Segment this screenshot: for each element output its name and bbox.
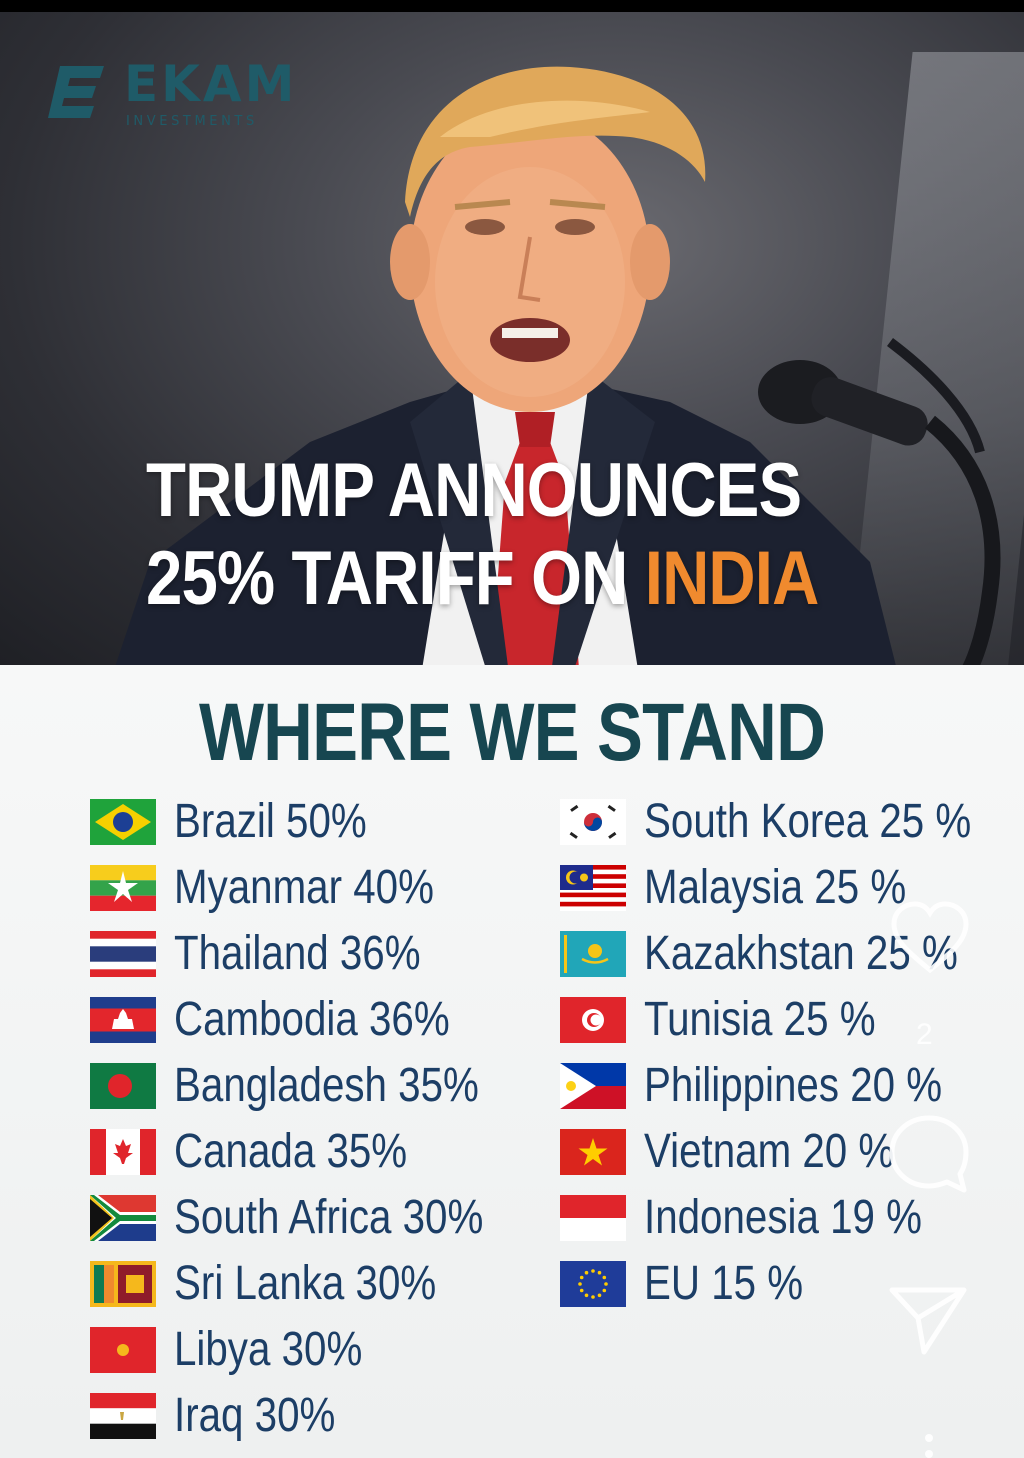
vietnam-flag-icon: [560, 1129, 626, 1175]
microphone-icon: [758, 338, 1001, 665]
south-korea-flag-icon: [560, 799, 626, 845]
list-item: Thailand 36%: [90, 925, 550, 985]
hero-image: EKAM INVESTMENTS TRUMP ANNOUNCES 25% TAR…: [0, 12, 1024, 665]
ekam-logo-icon: [48, 66, 104, 118]
country-label: Thailand 36%: [174, 927, 421, 980]
country-label: Iraq 30%: [174, 1389, 336, 1442]
list-item: Tunisia 25 %: [560, 991, 1020, 1051]
country-label: Philippines 20 %: [644, 1059, 943, 1112]
malaysia-flag-icon: [560, 865, 626, 911]
list-item: Libya 30%: [90, 1321, 550, 1381]
thailand-flag-icon: [90, 931, 156, 977]
headline-accent: INDIA: [644, 536, 819, 621]
brazil-flag-icon: [90, 799, 156, 845]
sri-lanka-flag-icon: [90, 1261, 156, 1307]
bangladesh-flag-icon: [90, 1063, 156, 1109]
tariff-panel: WHERE WE STAND Brazil 50% Myanmar 40% Th…: [0, 665, 1024, 1458]
list-item: Sri Lanka 30%: [90, 1255, 550, 1315]
country-label: Canada 35%: [174, 1125, 408, 1178]
like-heart-icon[interactable]: [888, 900, 972, 976]
list-item: Philippines 20 %: [560, 1057, 1020, 1117]
country-label: Cambodia 36%: [174, 993, 450, 1046]
country-label: Myanmar 40%: [174, 861, 434, 914]
country-label: Sri Lanka 30%: [174, 1257, 437, 1310]
country-label: Indonesia 19 %: [644, 1191, 922, 1244]
headline: TRUMP ANNOUNCES 25% TARIFF ON INDIA: [146, 447, 834, 623]
list-item: Indonesia 19 %: [560, 1189, 1020, 1249]
brand-logo: EKAM INVESTMENTS: [46, 54, 306, 134]
country-label: Kazakhstan 25 %: [644, 927, 958, 980]
top-bar: [0, 0, 1024, 12]
list-item: EU 15 %: [560, 1255, 1020, 1315]
country-label: South Africa 30%: [174, 1191, 484, 1244]
more-options-icon[interactable]: [922, 1430, 936, 1458]
indonesia-flag-icon: [560, 1195, 626, 1241]
country-label: EU 15 %: [644, 1257, 804, 1310]
myanmar-flag-icon: [90, 865, 156, 911]
list-item: Bangladesh 35%: [90, 1057, 550, 1117]
country-label: Libya 30%: [174, 1323, 363, 1376]
list-item: Canada 35%: [90, 1123, 550, 1183]
list-item: Vietnam 20 %: [560, 1123, 1020, 1183]
country-label: Malaysia 25 %: [644, 861, 907, 914]
share-send-icon[interactable]: [886, 1282, 970, 1358]
headline-line1: TRUMP ANNOUNCES: [146, 448, 802, 533]
list-item: Kazakhstan 25 %: [560, 925, 1020, 985]
cambodia-flag-icon: [90, 997, 156, 1043]
country-label: Bangladesh 35%: [174, 1059, 479, 1112]
country-label: Vietnam 20 %: [644, 1125, 895, 1178]
south-africa-flag-icon: [90, 1195, 156, 1241]
eu-flag-icon: [560, 1261, 626, 1307]
list-item: Malaysia 25 %: [560, 859, 1020, 919]
list-item: Myanmar 40%: [90, 859, 550, 919]
speaker-photo: [115, 66, 896, 665]
list-item: Cambodia 36%: [90, 991, 550, 1051]
list-item: Brazil 50%: [90, 793, 550, 853]
brand-subtitle: INVESTMENTS: [126, 114, 258, 129]
headline-line2-prefix: 25% TARIFF ON: [146, 536, 628, 621]
like-count: 2: [916, 1018, 933, 1051]
list-item: South Korea 25 %: [560, 793, 1020, 853]
tunisia-flag-icon: [560, 997, 626, 1043]
country-label: South Korea 25 %: [644, 795, 972, 848]
canada-flag-icon: [90, 1129, 156, 1175]
kazakhstan-flag-icon: [560, 931, 626, 977]
brand-name: EKAM: [124, 55, 298, 113]
philippines-flag-icon: [560, 1063, 626, 1109]
country-label: Brazil 50%: [174, 795, 367, 848]
section-title: WHERE WE STAND: [198, 687, 826, 778]
list-item: Iraq 30%: [90, 1387, 550, 1447]
list-item: South Africa 30%: [90, 1189, 550, 1249]
comment-bubble-icon[interactable]: [886, 1112, 972, 1196]
libya-flag-icon: [90, 1327, 156, 1373]
headline-line2: 25% TARIFF ON INDIA: [146, 535, 834, 623]
iraq-flag-icon: [90, 1393, 156, 1439]
country-label: Tunisia 25 %: [644, 993, 876, 1046]
